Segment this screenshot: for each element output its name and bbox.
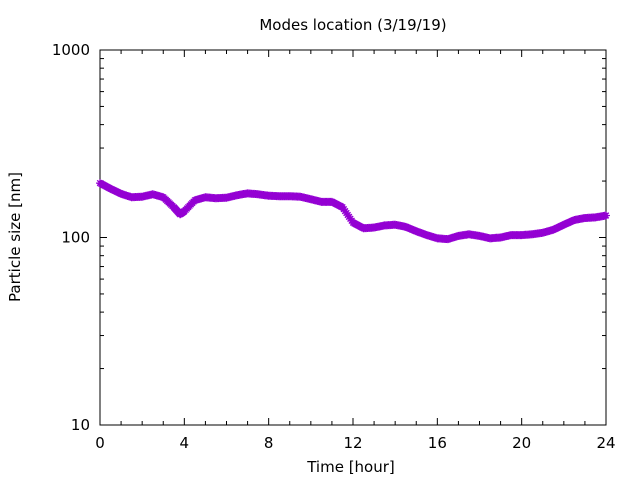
chart-title: Modes location (3/19/19) bbox=[259, 16, 446, 34]
axis-tick-labels: 0 4 8 12 16 20 24 10 100 1000 bbox=[52, 41, 616, 452]
x-tick-label: 4 bbox=[180, 434, 190, 452]
x-tick-label: 20 bbox=[512, 434, 531, 452]
data-series bbox=[96, 179, 610, 244]
y-axis-label: Particle size [nm] bbox=[6, 172, 24, 302]
x-tick-label: 24 bbox=[596, 434, 615, 452]
y-tick-label: 10 bbox=[71, 416, 90, 434]
y-tick-label: 100 bbox=[61, 229, 90, 247]
x-axis-label: Time [hour] bbox=[306, 458, 395, 476]
series-layer bbox=[96, 179, 610, 244]
x-tick-label: 0 bbox=[95, 434, 105, 452]
y-tick-label: 1000 bbox=[52, 41, 90, 59]
x-tick-label: 12 bbox=[343, 434, 362, 452]
x-tick-label: 16 bbox=[428, 434, 447, 452]
axis-ticks bbox=[99, 49, 607, 426]
data-point bbox=[602, 211, 610, 220]
x-tick-label: 8 bbox=[264, 434, 274, 452]
